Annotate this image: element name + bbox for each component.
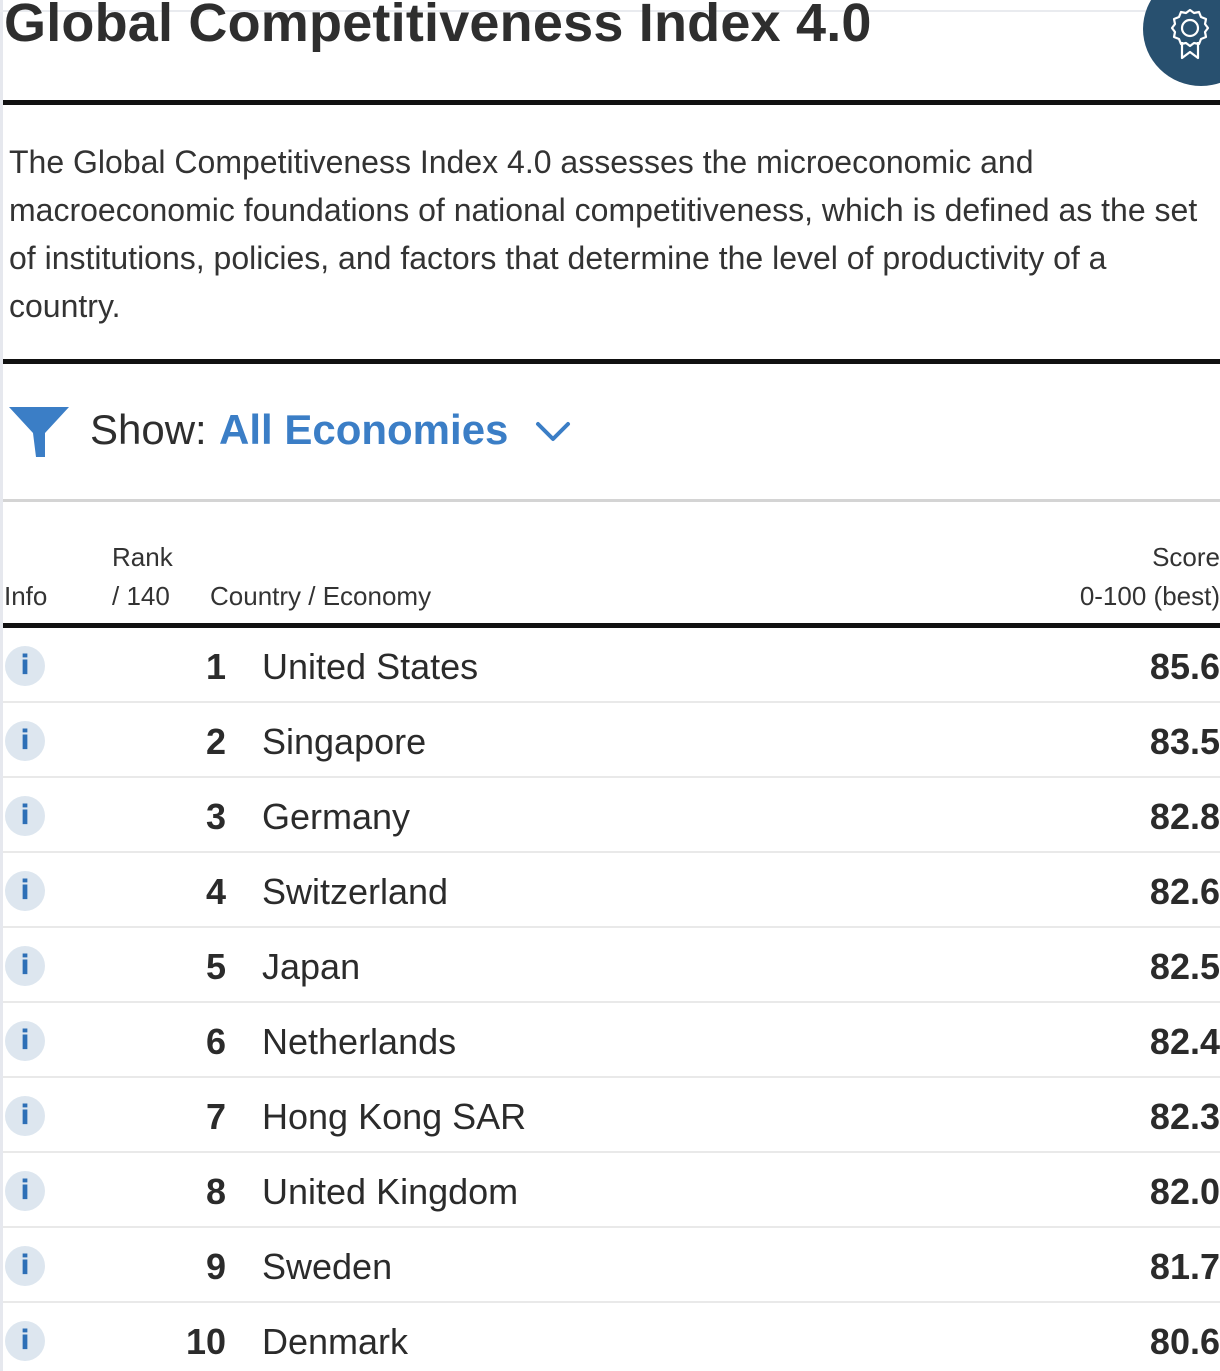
row-rank: 5 <box>205 946 226 987</box>
row-country[interactable]: United States <box>262 646 479 687</box>
row-score: 82.6 <box>1149 871 1220 912</box>
row-score: 82.0 <box>1149 1171 1220 1212</box>
table-row[interactable]: i 1 United States 85.6 <box>3 628 1220 703</box>
info-icon[interactable]: i <box>5 1021 45 1061</box>
info-glyph: i <box>20 725 30 756</box>
row-score: 83.5 <box>1149 721 1220 762</box>
row-rank: 7 <box>205 1096 226 1137</box>
row-country[interactable]: Sweden <box>262 1246 393 1287</box>
header-country[interactable]: Country / Economy <box>210 581 432 611</box>
info-icon[interactable]: i <box>5 1321 45 1361</box>
page-title: Global Competitiveness Index 4.0 <box>4 0 872 53</box>
row-score: 82.8 <box>1149 796 1220 837</box>
row-score: 82.3 <box>1149 1096 1220 1137</box>
header-score[interactable]: Score <box>1152 542 1220 572</box>
info-icon[interactable]: i <box>5 646 45 686</box>
info-glyph: i <box>20 875 30 906</box>
table-row[interactable]: i 5 Japan 82.5 <box>3 928 1220 1003</box>
filter-funnel-icon <box>9 407 69 457</box>
economy-filter[interactable]: Show: All Economies <box>0 395 1220 470</box>
row-country[interactable]: Netherlands <box>262 1021 457 1062</box>
info-glyph: i <box>20 950 30 981</box>
table-row[interactable]: i 10 Denmark 80.6 <box>3 1303 1220 1371</box>
row-rank: 8 <box>205 1171 226 1212</box>
award-badge-button[interactable] <box>1143 0 1220 86</box>
row-country[interactable]: Japan <box>262 946 361 987</box>
row-rank: 4 <box>205 871 226 912</box>
chevron-down-icon[interactable] <box>535 421 571 443</box>
row-score: 82.5 <box>1149 946 1220 987</box>
info-glyph: i <box>20 1100 30 1131</box>
row-rank: 6 <box>205 1021 226 1062</box>
info-icon[interactable]: i <box>5 721 45 761</box>
row-country[interactable]: Switzerland <box>262 871 449 912</box>
table-row[interactable]: i 6 Netherlands 82.4 <box>3 1003 1220 1078</box>
row-score: 82.4 <box>1149 1021 1220 1062</box>
row-country[interactable]: Germany <box>262 796 411 837</box>
header-rank-total: / 140 <box>112 581 170 611</box>
table-row[interactable]: i 7 Hong Kong SAR 82.3 <box>3 1078 1220 1153</box>
page-description: The Global Competitiveness Index 4.0 ass… <box>9 144 1198 324</box>
table-row[interactable]: i 9 Sweden 81.7 <box>3 1228 1220 1303</box>
table-row[interactable]: i 3 Germany 82.8 <box>3 778 1220 853</box>
header-score-range: 0-100 (best) <box>1079 581 1220 611</box>
info-glyph: i <box>20 1250 30 1281</box>
info-glyph: i <box>20 1325 30 1356</box>
header-info: Info <box>4 581 48 611</box>
info-glyph: i <box>20 650 30 681</box>
table-row[interactable]: i 4 Switzerland 82.6 <box>3 853 1220 928</box>
award-ribbon-icon <box>1170 8 1210 60</box>
row-score: 85.6 <box>1149 646 1220 687</box>
filter-dropdown-value[interactable]: All Economies <box>219 406 509 453</box>
row-rank: 9 <box>205 1246 226 1287</box>
filter-divider <box>3 499 1220 502</box>
row-rank: 3 <box>205 796 226 837</box>
info-glyph: i <box>20 1175 30 1206</box>
row-country[interactable]: Singapore <box>262 721 427 762</box>
row-country[interactable]: Hong Kong SAR <box>262 1096 527 1137</box>
filter-label: Show: <box>90 406 207 453</box>
info-icon[interactable]: i <box>5 871 45 911</box>
description-divider <box>3 359 1220 364</box>
info-glyph: i <box>20 800 30 831</box>
row-country[interactable]: Denmark <box>262 1321 409 1362</box>
row-score: 80.6 <box>1149 1321 1220 1362</box>
info-icon[interactable]: i <box>5 1096 45 1136</box>
table-row[interactable]: i 2 Singapore 83.5 <box>3 703 1220 778</box>
header-divider <box>3 623 1220 628</box>
title-divider <box>3 100 1220 105</box>
row-score: 81.7 <box>1149 1246 1220 1287</box>
info-icon[interactable]: i <box>5 1246 45 1286</box>
row-rank: 10 <box>185 1321 226 1362</box>
header-rank[interactable]: Rank <box>112 542 173 572</box>
info-glyph: i <box>20 1025 30 1056</box>
row-country[interactable]: United Kingdom <box>262 1171 519 1212</box>
left-border <box>0 0 3 1371</box>
info-icon[interactable]: i <box>5 946 45 986</box>
row-rank: 1 <box>205 646 226 687</box>
info-icon[interactable]: i <box>5 1171 45 1211</box>
top-border <box>0 10 1220 12</box>
row-rank: 2 <box>205 721 226 762</box>
table-row[interactable]: i 8 United Kingdom 82.0 <box>3 1153 1220 1228</box>
info-icon[interactable]: i <box>5 796 45 836</box>
